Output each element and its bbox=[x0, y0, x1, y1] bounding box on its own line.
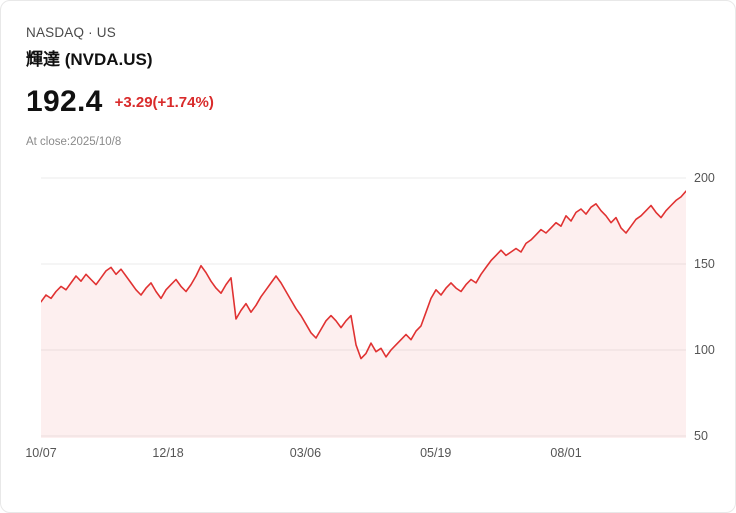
price-chart[interactable]: 200 150 100 50 10/07 12/18 03/06 05/19 08/01 bbox=[25, 170, 735, 462]
y-axis-label: 100 bbox=[694, 343, 715, 357]
x-axis-label: 08/01 bbox=[550, 446, 582, 460]
close-time: At close:2025/10/8 bbox=[26, 136, 122, 148]
price-line bbox=[41, 190, 686, 360]
price-row: 192.4 +3.29(+1.74%) bbox=[26, 85, 735, 119]
stock-title: 輝達 (NVDA.US) bbox=[26, 50, 153, 69]
x-axis-label: 05/19 bbox=[420, 446, 452, 460]
exchange-label: NASDAQ · US bbox=[26, 25, 116, 40]
last-price: 192.4 bbox=[26, 85, 103, 118]
x-axis-label: 03/06 bbox=[289, 446, 322, 460]
x-axis-label: 12/18 bbox=[152, 446, 184, 460]
y-axis-label: 200 bbox=[694, 171, 715, 185]
price-chart-svg bbox=[41, 177, 686, 438]
chart-plot-area[interactable] bbox=[41, 170, 686, 438]
price-area-fill bbox=[41, 191, 686, 438]
price-change: +3.29(+1.74%) bbox=[114, 93, 214, 111]
y-axis-label: 150 bbox=[694, 257, 715, 271]
x-axis-label: 10/07 bbox=[25, 446, 57, 460]
y-axis-label: 50 bbox=[694, 429, 708, 443]
